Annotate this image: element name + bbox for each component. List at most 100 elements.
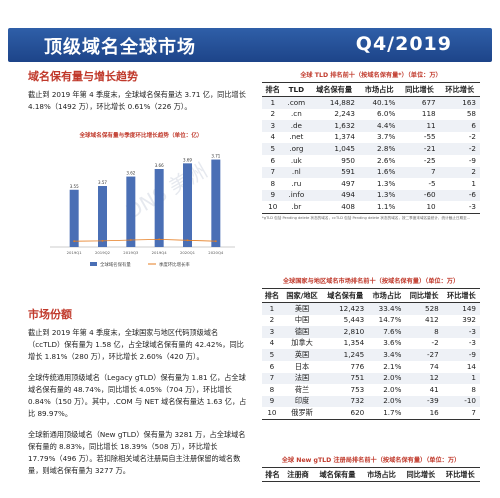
table-cell: 163 — [439, 96, 480, 109]
table-row: 8 荷兰 753 2.0% 41 8 — [262, 384, 480, 396]
table-cell: .uk — [290, 155, 302, 165]
table-cell: -9 — [468, 155, 476, 165]
section-market-share-title: 市场份额 — [28, 308, 72, 321]
column-header: 环比增长 — [442, 288, 480, 303]
table-row: 1 美国 12,423 33.4% 528 149 — [262, 302, 480, 315]
table-cell: 41 — [429, 384, 439, 394]
table-cell: 荷兰 — [294, 384, 310, 394]
table-cell: 1.6% — [358, 166, 400, 179]
table-cell: 2,810 — [322, 326, 369, 338]
table-row: 7 .nl 591 1.6% 7 2 — [262, 166, 480, 179]
x-tick-label: 2019Q4 — [152, 250, 168, 255]
table-cell: .info — [283, 189, 310, 202]
table-cell: -9 — [442, 349, 480, 361]
table-cell: .cn — [290, 109, 302, 119]
column-header: 市场占比 — [358, 82, 400, 97]
column-header: 域名保有量 — [309, 82, 359, 97]
table-cell: 10 — [399, 201, 440, 214]
table-cell: 6 — [269, 361, 275, 371]
column-header: 国家/地区 — [281, 288, 323, 303]
table-cell: 7 — [442, 407, 480, 420]
table-cell: 4 — [269, 338, 275, 348]
growth-rate-point — [129, 239, 132, 241]
table-cell: 40.1% — [358, 96, 400, 109]
tld-table: 排名 TLD 域名保有量 市场占比 同比增长 环比增长 1 .com 14,882 40.1% 6… — [262, 82, 480, 214]
growth-rate-line — [74, 238, 216, 242]
table-cell: 2.0% — [383, 384, 402, 394]
table-newgtld-caption: 全球 New gTLD 注册局排名前十（按域名保有量）（单位：万） — [281, 457, 461, 464]
column-header: 排名 — [262, 467, 283, 482]
table-cell: .ru — [291, 178, 302, 188]
table-cell: 528 — [405, 302, 443, 315]
table-cell: 149 — [442, 302, 480, 315]
table-cell: 日本 — [294, 361, 310, 371]
table-cell: 494 — [309, 189, 359, 202]
x-tick-label: 2019Q2 — [95, 250, 111, 255]
bar-value-label: 3.55 — [70, 184, 79, 189]
table-cell: 1,245 — [322, 349, 369, 361]
table-cell: 2 — [270, 109, 276, 119]
table-cell: 2.6% — [377, 155, 396, 165]
table-cell: 3 — [262, 120, 284, 132]
bar-value-label: 3.57 — [98, 180, 107, 185]
bar-value-label: 3.69 — [183, 157, 192, 162]
table-cell: 2.0% — [368, 372, 406, 385]
table-cell: -2 — [439, 143, 480, 155]
table-cell: -3 — [439, 201, 480, 214]
column-header: 同比增长 — [405, 288, 443, 303]
table-cell: 美国 — [281, 302, 323, 315]
table-cell: 8 — [269, 384, 275, 394]
section-growth-text: 截止到 2019 年第 4 季度末，全球域名保有量达 3.71 亿，同比增长 4… — [28, 90, 246, 111]
growth-chart-svg: 全球域名保有量与季度环比增长趋势（单位：亿） DNS 美洲 3.553.573.… — [50, 131, 235, 268]
table-cell: 加拿大 — [291, 338, 313, 348]
table-cell: 1.7% — [368, 407, 406, 420]
table-cell: -27 — [405, 349, 443, 361]
table-cell: 14 — [466, 361, 476, 371]
column-header: 市场占比 — [361, 467, 402, 482]
table-cell: 1,632 — [309, 120, 359, 132]
table-cell: 1,374 — [334, 132, 355, 142]
table-cell: .nl — [283, 166, 310, 179]
newgtld-table: 排名 注册商 域名保有量 市场占比 同比增长 环比增长 — [262, 467, 480, 482]
table-cell: 732 — [322, 395, 369, 408]
bar-value-label: 3.66 — [155, 163, 164, 168]
table-cell: 法国 — [281, 372, 323, 385]
table-cell: .de — [283, 120, 310, 132]
table-cell: 118 — [421, 109, 436, 119]
growth-rate-point — [73, 240, 76, 243]
table-cell: 16 — [405, 407, 443, 420]
table-country-caption: 全球国家与地区域名市场排名前十（按域名保有量）（单位：万） — [282, 278, 460, 285]
section-market-share: 市场份额 截止到 2019 年第 4 季度末，全球国家与地区代码顶级域名（ccT… — [28, 306, 248, 486]
table-cell: -39 — [405, 395, 443, 408]
table-row: 2 .cn 2,243 6.0% 118 58 — [262, 109, 480, 121]
table-cell: 14,882 — [309, 96, 359, 109]
page-banner: 顶级域名全球市场 Q4/2019 — [8, 28, 492, 62]
column-header: 环比增长 — [439, 82, 480, 97]
table-cell: .org — [283, 143, 310, 155]
table-row: 9 印度 732 2.0% -39 -10 — [262, 395, 480, 408]
table-row: 4 .net 1,374 3.7% -55 -2 — [262, 132, 480, 144]
growth-chart: 全球域名保有量与季度环比增长趋势（单位：亿） DNS 美洲 3.55 3.57 3.… — [30, 122, 252, 272]
table-cell: 6 — [270, 155, 276, 165]
paragraph-new-gtld: 全球新通用顶级域名（New gTLD）保有量为 3281 万，占全球域名保有量的… — [28, 430, 246, 475]
table-newgtld-top10: 全球 New gTLD 注册局排名前十（按域名保有量）（单位：万） 排名 注册商域… — [262, 455, 480, 482]
paragraph-cctld: 截止到 2019 年第 4 季度末，全球国家与地区代码顶级域名（ccTLD）保有… — [28, 328, 244, 361]
table-row: 3 德国 2,810 7.6% 8 -3 — [262, 326, 480, 338]
table-cell: 1 — [442, 372, 480, 385]
legend-label-line: 季度环比增长率 — [159, 261, 190, 268]
table-cell: -60 — [399, 189, 440, 202]
x-tick-label: 2020Q1 — [180, 250, 196, 255]
bar-2019Q1 — [69, 189, 79, 247]
table-cell: 5 — [262, 143, 284, 155]
table-cell: 中国 — [294, 315, 310, 325]
table-cell: 8 — [471, 384, 476, 394]
column-header: 环比增长 — [440, 467, 480, 482]
table-cell: 1 — [262, 96, 284, 109]
bar-2019Q4 — [154, 169, 164, 247]
table-cell: 2 — [439, 166, 480, 179]
table-cell: 7.6% — [368, 326, 406, 338]
growth-rate-point — [101, 240, 104, 242]
column-header: 域名保有量 — [313, 467, 362, 482]
table-cell: -5 — [428, 178, 436, 188]
table-cell: 1.3% — [377, 178, 396, 188]
